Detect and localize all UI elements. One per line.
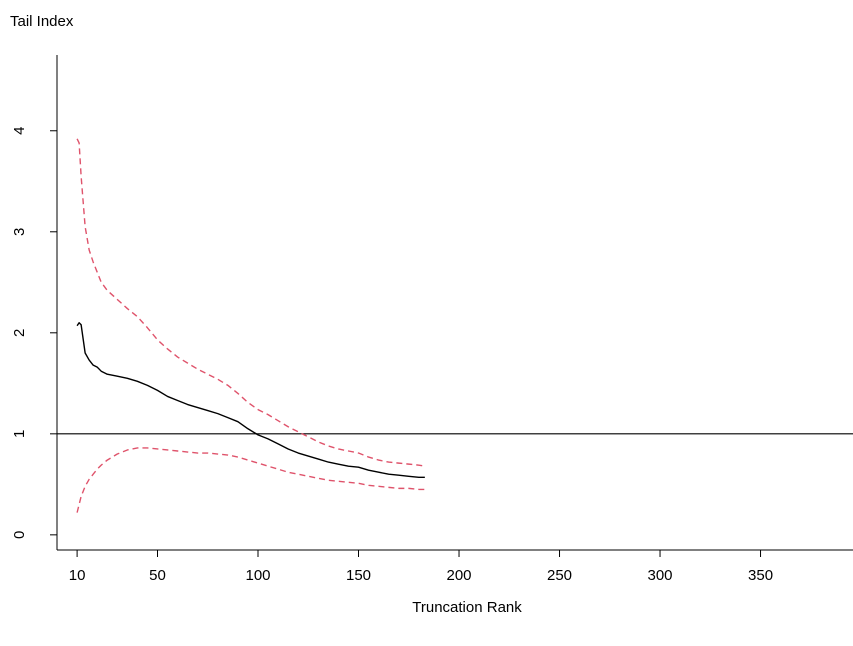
y-axis-label: Tail Index [10,13,74,30]
x-tick-label: 150 [346,567,371,584]
x-tick-label: 300 [648,567,673,584]
x-tick-label: 100 [245,567,270,584]
y-tick-label: 2 [11,329,28,337]
y-axis: 0 1 2 3 4 [11,127,57,539]
x-tick-label: 350 [748,567,773,584]
y-tick-label: 3 [11,228,28,236]
x-axis: 10 50 100 150 200 250 300 350 [69,550,773,584]
series-layer [76,138,425,513]
x-axis-label: Truncation Rank [412,599,522,616]
upper-confidence-band-line [76,138,425,467]
x-tick-label: 200 [447,567,472,584]
y-tick-label: 4 [11,127,28,135]
lower-confidence-band-line [76,447,425,513]
x-tick-label: 50 [149,567,166,584]
y-tick-label: 1 [11,430,28,438]
x-tick-label: 10 [69,567,86,584]
y-tick-label: 0 [11,531,28,539]
plot-frame [56,55,853,551]
tail-index-estimate-line [76,322,425,478]
x-tick-label: 250 [547,567,572,584]
